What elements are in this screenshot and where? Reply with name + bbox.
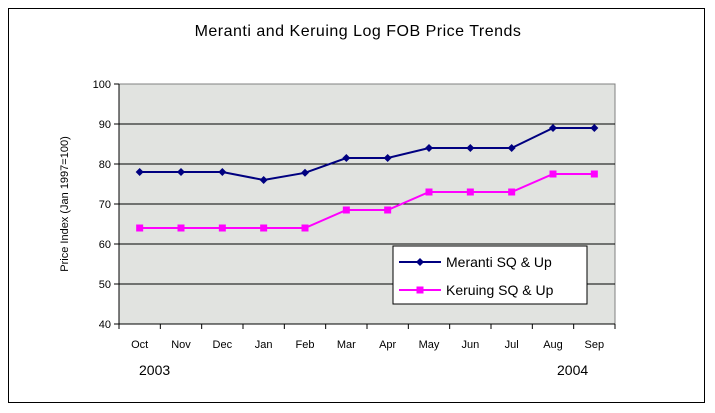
data-point — [342, 206, 350, 214]
data-point — [425, 188, 433, 196]
y-tick-label: 100 — [93, 79, 111, 91]
data-point — [301, 224, 309, 232]
data-point — [507, 144, 516, 152]
x-tick-label: Sep — [585, 339, 605, 351]
data-point — [549, 124, 557, 132]
data-point — [136, 224, 144, 232]
legend-swatch-marker — [416, 286, 424, 294]
legend-box — [392, 245, 588, 305]
data-point — [135, 168, 144, 176]
x-tick-label: Dec — [213, 339, 233, 351]
chart-title: Meranti and Keruing Log FOB Price Trends — [195, 23, 522, 40]
legend-swatch-marker — [416, 258, 424, 266]
series-line — [139, 127, 595, 182]
data-point — [549, 170, 557, 178]
year-label-end: 2004 — [557, 362, 588, 378]
x-tick-label: May — [419, 339, 440, 351]
y-axis-ticks: 40 50 60 70 80 90 100 — [93, 79, 119, 331]
data-point — [259, 176, 268, 184]
data-point — [218, 168, 227, 176]
y-axis-label: Price Index (Jan 1997=100) — [59, 136, 71, 271]
x-tick-label: Jun — [461, 339, 479, 351]
data-point — [466, 188, 474, 196]
data-point — [218, 224, 226, 232]
legend-label: Meranti SQ & Up — [446, 254, 552, 270]
y-tick-label: 80 — [99, 159, 111, 171]
year-label-start: 2003 — [139, 362, 170, 378]
gridlines — [119, 123, 615, 285]
data-point — [590, 124, 599, 132]
legend-label: Keruing SQ & Up — [446, 282, 554, 298]
data-point — [425, 144, 433, 152]
data-point — [508, 188, 516, 196]
y-tick-label: 40 — [99, 319, 111, 331]
x-tick-label: Jan — [255, 339, 273, 351]
x-tick-label: Aug — [543, 339, 563, 351]
data-point — [177, 224, 185, 232]
data-point — [383, 154, 392, 162]
x-tick-label: Mar — [337, 339, 356, 351]
series-line — [139, 173, 595, 229]
data-point — [384, 206, 392, 214]
x-axis-ticks: Oct Nov Dec Jan Feb Mar Apr May Jun Jul Aug Sep — [118, 84, 616, 351]
data-point — [177, 168, 185, 176]
data-point — [260, 224, 268, 232]
data-point — [466, 144, 475, 152]
legend: Meranti SQ & Up Keruing SQ & Up — [392, 245, 588, 305]
x-tick-label: Feb — [296, 339, 315, 351]
y-tick-label: 50 — [99, 279, 111, 291]
y-tick-label: 70 — [99, 199, 111, 211]
data-point — [590, 170, 598, 178]
series-meranti — [135, 124, 599, 184]
x-tick-label: Jul — [505, 339, 519, 351]
y-tick-label: 90 — [99, 119, 111, 131]
y-tick-label: 60 — [99, 239, 111, 251]
data-point — [301, 168, 309, 177]
series-group — [135, 124, 599, 232]
x-tick-label: Oct — [131, 339, 148, 351]
x-tick-label: Nov — [171, 339, 191, 351]
series-keruing — [136, 170, 598, 232]
x-tick-label: Apr — [379, 339, 396, 351]
data-point — [342, 154, 351, 162]
